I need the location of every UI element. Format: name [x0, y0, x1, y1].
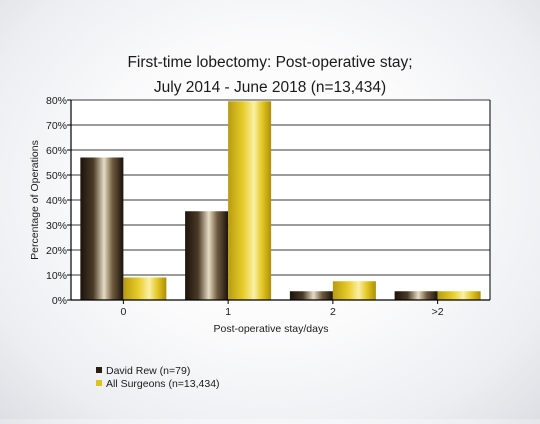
x-tick-label: 0 [120, 306, 126, 318]
gridlines [71, 99, 490, 300]
legend: David Rew (n=79)All Surgeons (n=13,434) [96, 365, 220, 390]
x-axis-label: Post-operative stay/days [214, 323, 329, 335]
bar-david-rew [80, 157, 124, 300]
bar-david-rew [185, 211, 229, 300]
bar-all-surgeons [437, 291, 481, 300]
x-tick-label: >2 [432, 306, 444, 318]
legend-swatch [96, 380, 102, 386]
y-tick-label: 10% [46, 270, 67, 282]
bar-david-rew [289, 291, 333, 300]
chart-title: First-time lobectomy: Post-operative sta… [127, 54, 412, 71]
y-axis-label: Percentage of Operations [29, 140, 41, 260]
chart-subtitle: July 2014 - June 2018 (n=13,434) [154, 79, 386, 96]
legend-label: All Surgeons (n=13,434) [106, 378, 220, 390]
y-tick-label: 50% [46, 170, 67, 182]
legend-label: David Rew (n=79) [106, 365, 190, 377]
bar-david-rew [394, 291, 438, 300]
x-tick-label: 2 [330, 306, 336, 318]
legend-swatch [96, 367, 102, 373]
y-tick-label: 80% [46, 95, 67, 107]
bar-all-surgeons [332, 281, 376, 300]
x-tick-label: 1 [225, 306, 231, 318]
y-tick-label: 60% [46, 145, 67, 157]
y-tick-label: 70% [46, 120, 67, 132]
axes: 0% 10% 20% 30% 40% 50% 60% 70% 80% 0 1 2 >2 [46, 95, 491, 318]
y-tick-label: 40% [46, 195, 67, 207]
y-tick-label: 30% [46, 220, 67, 232]
bar-all-surgeons [228, 101, 272, 300]
bar-all-surgeons [123, 277, 167, 300]
y-tick-label: 20% [46, 245, 67, 257]
y-tick-label: 0% [52, 295, 67, 307]
bars [80, 101, 481, 300]
